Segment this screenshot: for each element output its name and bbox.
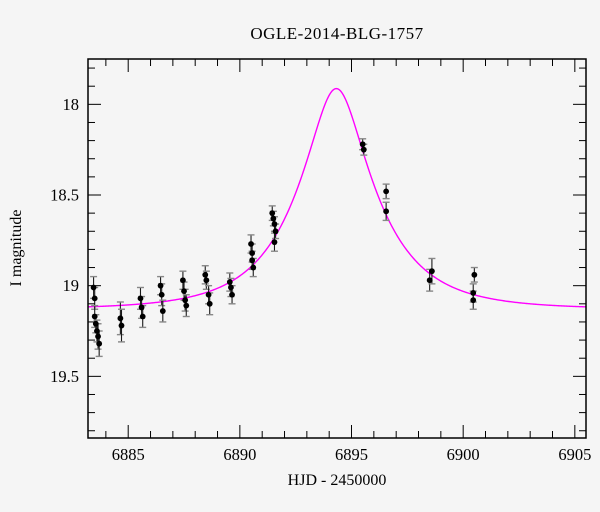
data-point — [270, 215, 277, 222]
data-point — [359, 141, 366, 148]
data-point — [206, 300, 213, 307]
data-point — [250, 264, 257, 271]
x-tick-label: 6885 — [112, 445, 145, 464]
y-tick-label: 19.5 — [50, 367, 79, 386]
data-point — [383, 208, 390, 215]
data-point — [118, 322, 125, 329]
data-point — [158, 291, 165, 298]
data-point — [203, 277, 210, 284]
model-curve — [87, 87, 586, 308]
data-point — [202, 271, 209, 278]
data-point — [94, 328, 100, 334]
data-point — [271, 239, 278, 246]
data-point — [248, 241, 254, 247]
data-point — [157, 282, 164, 289]
y-axis-title-text: I magnitude — [8, 209, 25, 287]
data-point — [360, 146, 367, 153]
x-tick-label: 6900 — [447, 445, 480, 464]
data-points — [90, 141, 478, 347]
data-point — [383, 188, 390, 195]
x-tick-label: 6895 — [335, 445, 368, 464]
data-point — [183, 302, 190, 309]
data-point — [229, 291, 235, 298]
data-point — [182, 297, 189, 304]
data-point — [181, 288, 187, 295]
data-point — [139, 313, 146, 320]
plot-frame — [87, 58, 587, 439]
data-point — [91, 313, 98, 320]
data-point — [470, 297, 477, 304]
data-point — [272, 228, 279, 235]
y-tick-label: 18.5 — [50, 186, 79, 205]
x-tick-label: 6905 — [558, 445, 591, 464]
data-point — [180, 277, 186, 284]
chart-title: OGLE-2014-BLG-1757 — [250, 24, 424, 43]
data-point — [471, 271, 478, 278]
data-point — [226, 279, 233, 285]
y-tick-label: 18 — [63, 95, 80, 114]
data-point — [249, 250, 256, 256]
data-point — [249, 257, 256, 264]
data-point — [95, 333, 101, 340]
data-point — [138, 304, 145, 311]
y-tick-label: 19 — [63, 276, 80, 295]
data-point — [96, 340, 103, 347]
tick-labels: 6885 6890 6895 6900 6905 18 18.5 19 19.5 — [50, 95, 591, 464]
data-point — [426, 277, 433, 284]
x-tick-label: 6890 — [223, 445, 256, 464]
error-bars — [90, 138, 478, 358]
data-point — [470, 290, 477, 296]
data-point — [159, 308, 166, 314]
data-point — [228, 284, 234, 291]
data-point — [205, 291, 212, 298]
data-point — [117, 315, 124, 322]
data-point — [137, 295, 144, 302]
axis-ticks — [88, 59, 586, 438]
data-point — [91, 295, 98, 302]
data-point — [271, 221, 278, 227]
data-point — [429, 268, 435, 275]
data-point — [269, 210, 276, 217]
x-axis-title: HJD - 2450000 — [287, 472, 387, 489]
